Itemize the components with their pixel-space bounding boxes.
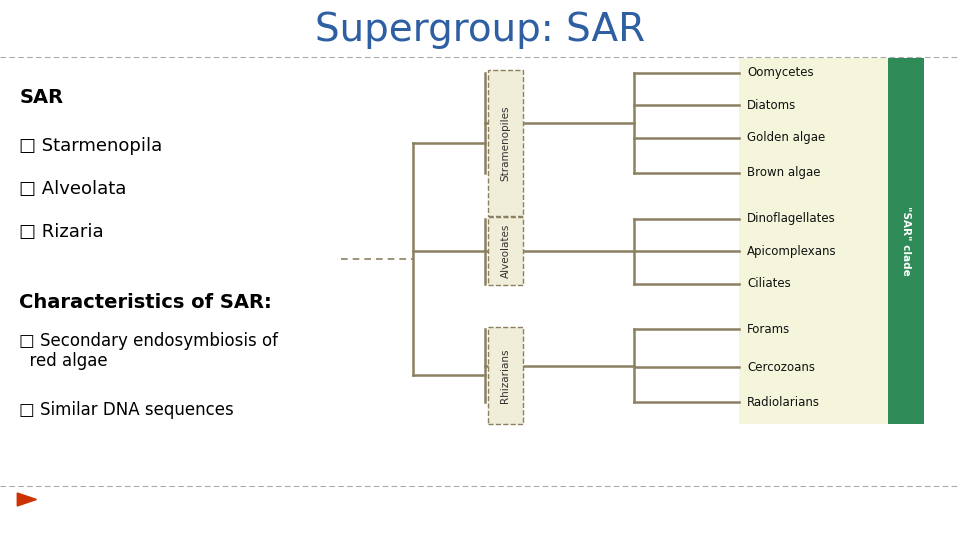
- Text: Dinoflagellates: Dinoflagellates: [747, 212, 835, 225]
- Text: Cercozoans: Cercozoans: [747, 361, 815, 374]
- Text: Radiolarians: Radiolarians: [747, 396, 820, 409]
- Text: □ Starmenopila: □ Starmenopila: [19, 137, 162, 155]
- Bar: [739, 58, 888, 424]
- Text: Golden algae: Golden algae: [747, 131, 826, 144]
- Text: □ Rizaria: □ Rizaria: [19, 223, 104, 241]
- Text: Brown algae: Brown algae: [747, 166, 821, 179]
- FancyBboxPatch shape: [488, 70, 523, 216]
- Text: Ciliates: Ciliates: [747, 277, 791, 290]
- Text: Diatoms: Diatoms: [747, 99, 796, 112]
- Text: Supergroup: SAR: Supergroup: SAR: [315, 11, 645, 49]
- Text: □ Secondary endosymbiosis of
  red algae: □ Secondary endosymbiosis of red algae: [19, 332, 278, 370]
- Polygon shape: [17, 493, 36, 506]
- Text: Stramenopiles: Stramenopiles: [500, 105, 511, 181]
- Text: Forams: Forams: [747, 323, 790, 336]
- Text: □ Similar DNA sequences: □ Similar DNA sequences: [19, 401, 234, 420]
- Bar: [888, 58, 924, 424]
- Text: "SAR" clade: "SAR" clade: [900, 206, 911, 276]
- Text: Characteristics of SAR:: Characteristics of SAR:: [19, 293, 272, 312]
- FancyBboxPatch shape: [488, 327, 523, 424]
- FancyBboxPatch shape: [488, 217, 523, 285]
- Text: Rhizarians: Rhizarians: [500, 348, 511, 402]
- Text: Oomycetes: Oomycetes: [747, 66, 813, 79]
- Text: SAR: SAR: [19, 87, 63, 107]
- Text: Apicomplexans: Apicomplexans: [747, 245, 836, 258]
- Text: □ Alveolata: □ Alveolata: [19, 180, 127, 198]
- Text: Alveolates: Alveolates: [500, 224, 511, 278]
